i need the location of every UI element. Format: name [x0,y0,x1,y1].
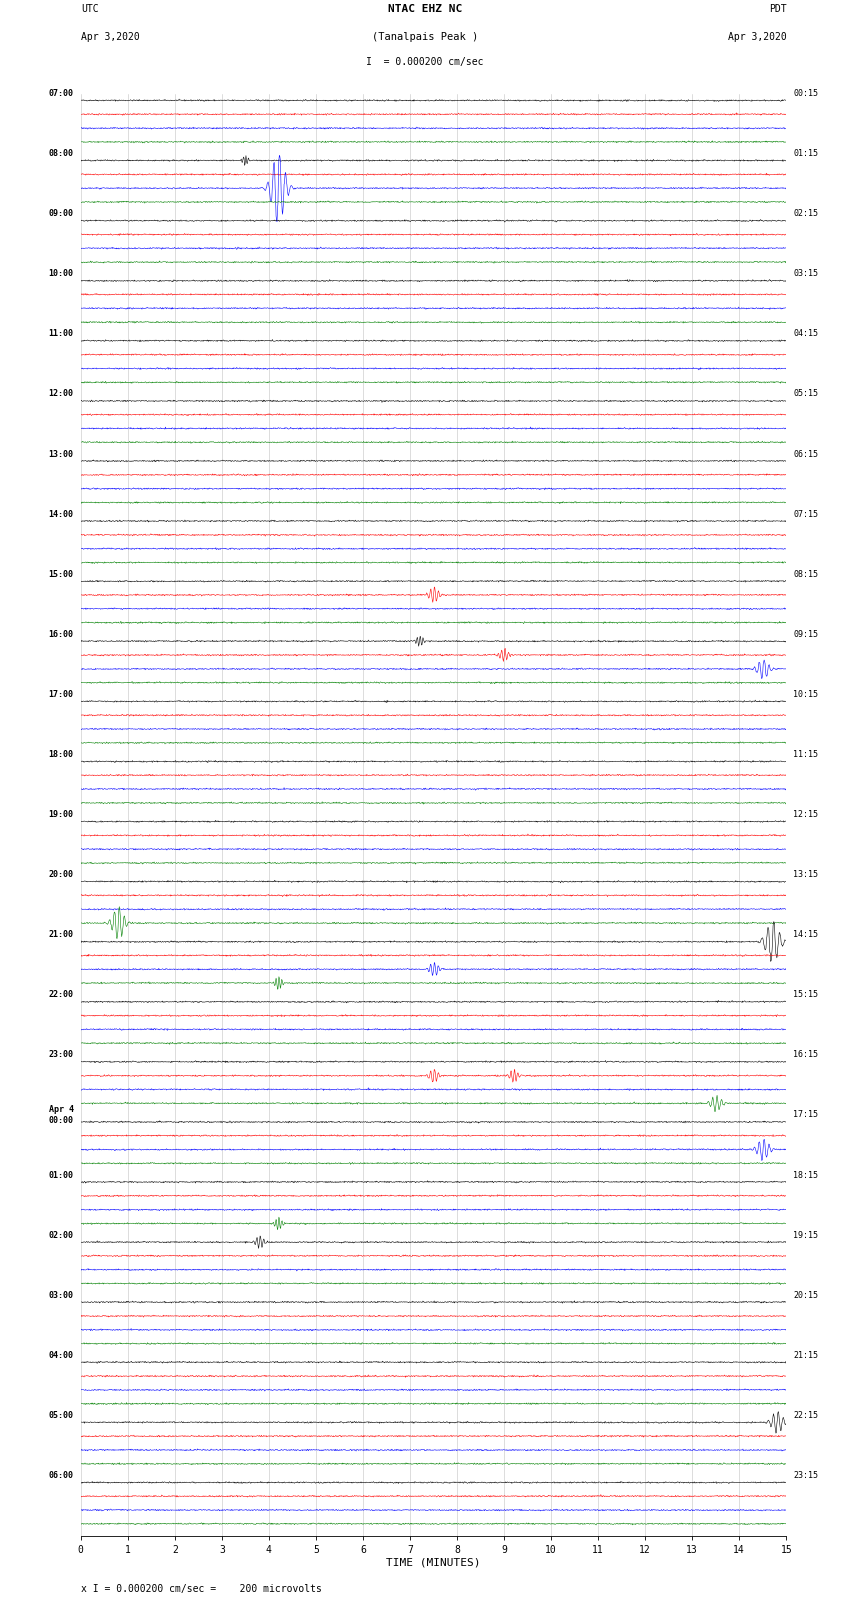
Text: 08:00: 08:00 [48,148,74,158]
Text: 05:00: 05:00 [48,1411,74,1419]
Text: 01:15: 01:15 [793,148,819,158]
Text: 21:15: 21:15 [793,1350,819,1360]
Text: 07:15: 07:15 [793,510,819,519]
Text: 06:00: 06:00 [48,1471,74,1481]
Text: 16:00: 16:00 [48,629,74,639]
Text: Apr 4
00:00: Apr 4 00:00 [48,1105,74,1124]
Text: 03:00: 03:00 [48,1290,74,1300]
Text: (Tanalpais Peak ): (Tanalpais Peak ) [371,32,478,42]
Text: UTC: UTC [81,5,99,15]
Text: 02:15: 02:15 [793,210,819,218]
Text: 04:00: 04:00 [48,1350,74,1360]
Text: 10:00: 10:00 [48,269,74,279]
Text: 16:15: 16:15 [793,1050,819,1060]
Text: NTAC EHZ NC: NTAC EHZ NC [388,5,462,15]
Text: 21:00: 21:00 [48,931,74,939]
Text: 19:00: 19:00 [48,810,74,819]
Text: 20:15: 20:15 [793,1290,819,1300]
Text: 09:15: 09:15 [793,629,819,639]
Text: 13:15: 13:15 [793,869,819,879]
Text: 11:15: 11:15 [793,750,819,760]
Text: 04:15: 04:15 [793,329,819,339]
Text: 14:00: 14:00 [48,510,74,519]
Text: 15:15: 15:15 [793,990,819,1000]
Text: Apr 3,2020: Apr 3,2020 [81,32,139,42]
Text: 00:15: 00:15 [793,89,819,98]
Text: 12:15: 12:15 [793,810,819,819]
Text: 06:15: 06:15 [793,450,819,458]
Text: 22:15: 22:15 [793,1411,819,1419]
Text: 19:15: 19:15 [793,1231,819,1240]
Text: 09:00: 09:00 [48,210,74,218]
Text: 02:00: 02:00 [48,1231,74,1240]
Text: Apr 3,2020: Apr 3,2020 [728,32,786,42]
Text: 18:15: 18:15 [793,1171,819,1179]
Text: x I = 0.000200 cm/sec =    200 microvolts: x I = 0.000200 cm/sec = 200 microvolts [81,1584,321,1594]
Text: 05:15: 05:15 [793,389,819,398]
Text: 14:15: 14:15 [793,931,819,939]
Text: PDT: PDT [768,5,786,15]
Text: 13:00: 13:00 [48,450,74,458]
Text: 03:15: 03:15 [793,269,819,279]
Text: 17:00: 17:00 [48,690,74,698]
Text: 18:00: 18:00 [48,750,74,760]
X-axis label: TIME (MINUTES): TIME (MINUTES) [386,1558,481,1568]
Text: 17:15: 17:15 [793,1110,819,1119]
Text: 11:00: 11:00 [48,329,74,339]
Text: 23:15: 23:15 [793,1471,819,1481]
Text: 15:00: 15:00 [48,569,74,579]
Text: 07:00: 07:00 [48,89,74,98]
Text: 23:00: 23:00 [48,1050,74,1060]
Text: 10:15: 10:15 [793,690,819,698]
Text: 22:00: 22:00 [48,990,74,1000]
Text: 20:00: 20:00 [48,869,74,879]
Text: 12:00: 12:00 [48,389,74,398]
Text: 08:15: 08:15 [793,569,819,579]
Text: I  = 0.000200 cm/sec: I = 0.000200 cm/sec [366,58,484,68]
Text: 01:00: 01:00 [48,1171,74,1179]
